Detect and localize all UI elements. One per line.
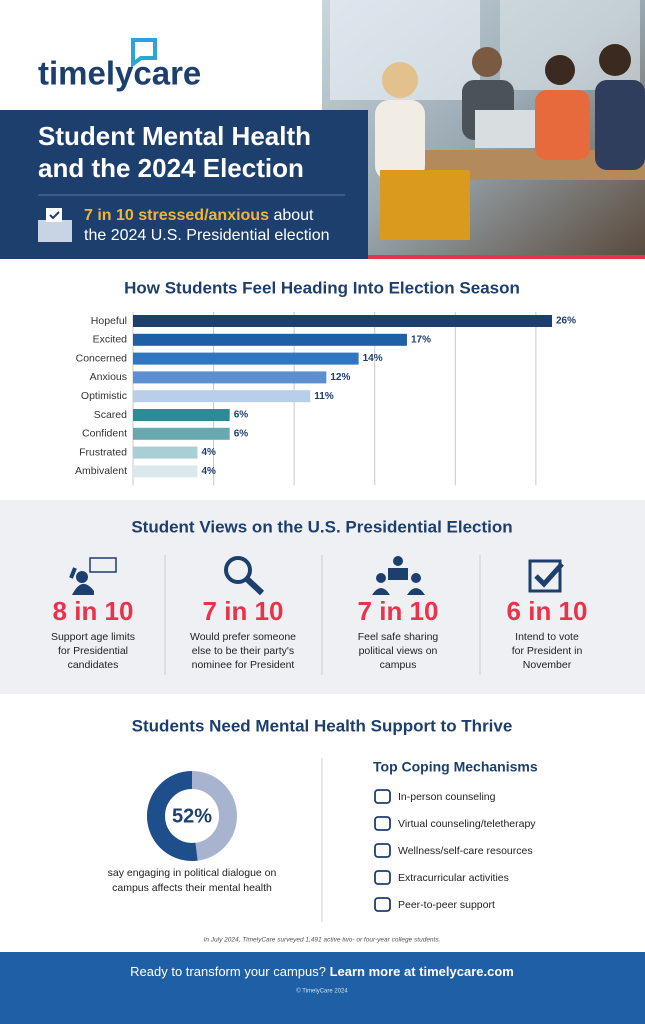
bar-label: Optimistic [81,390,127,402]
bar [133,427,230,440]
title: and the 2024 Election [38,153,304,183]
value-label: 14% [363,353,383,364]
value-label: 12% [330,372,350,383]
views-icons [69,555,564,675]
coping-item: In-person counseling [398,791,496,803]
bar-label: Anxious [90,371,127,383]
bar-label: Hopeful [91,315,127,327]
link[interactable]: Learn more at timelycare.com [330,964,514,979]
bar [133,352,359,365]
view-text: Would prefer someone [190,631,296,643]
view-text: campus [380,659,417,671]
section-title: Students Need Mental Health Support to T… [132,716,513,735]
chart-title: How Students Feel Heading Into Election … [124,278,520,297]
logo-text: timelycare [38,55,201,92]
bar [133,465,198,478]
view-stat: 8 in 10 [53,596,134,626]
views: 8 in 10 Support age limits for Presidentia… [51,596,587,671]
footer [0,952,645,1024]
section-title: Student Views on the U.S. Presidential E… [131,517,512,536]
value-label: 4% [201,447,216,458]
donut-label: 52% [172,805,212,827]
bar-label: Frustrated [79,446,127,458]
bar-label: Ambivalent [75,465,127,477]
view-text: for President in [512,645,583,657]
coping-title: Top Coping Mechanisms [373,759,538,775]
value-label: 6% [234,410,249,421]
coping-item: Peer-to-peer support [398,899,495,911]
bar-chart: Hopeful 26% Excited 17% Concerned 14% Anxious 1… [75,312,576,486]
value-label: 6% [234,428,249,439]
copyright: © TimelyCare 2024 [296,988,348,995]
view-text: for Presidential [58,645,128,657]
value-label: 4% [201,466,216,477]
donut-chart: 52% say engaging in political dialogue on… [108,771,277,894]
donut-caption: campus affects their mental health [112,882,272,894]
ballot-icon [38,208,72,242]
view-text: else to be their party's [192,645,294,657]
view-text: candidates [68,659,119,671]
bar [133,409,230,421]
bar-label: Excited [93,334,128,346]
bar-label: Scared [94,409,127,421]
view-text: Feel safe sharing [358,631,439,643]
coping-item: Virtual counseling/teletherapy [398,818,536,830]
view-text: nominee for President [192,659,295,671]
bar-label: Confident [82,428,127,440]
cta: Ready to transform your campus? Learn mo… [130,964,514,979]
coping-item: Wellness/self-care resources [398,845,533,857]
bar [133,333,407,346]
coping-icon [374,843,391,858]
value-label: 17% [411,334,431,345]
value-label: 26% [556,316,576,327]
coping-icon [374,816,391,831]
coping-icon [374,870,391,885]
title: Student Mental Health [38,121,311,151]
view-text: political views on [359,645,438,657]
coping-icon [374,789,391,804]
footnote: In July 2024, TimelyCare surveyed 1,491 … [204,937,441,944]
logo: timelycare [38,38,201,92]
view-text: November [523,659,572,671]
donut-arc [147,771,198,861]
bar-label: Concerned [76,352,128,364]
stat: the 2024 U.S. Presidential election [84,227,329,244]
bar [133,315,552,327]
coping-list: In-person counseling Virtual counseling/t… [374,789,536,912]
coping-item: Extracurricular activities [398,872,509,884]
bar [133,446,198,459]
bar [133,390,311,403]
donut-caption: say engaging in political dialogue on [108,867,277,879]
view-text: Support age limits [51,631,135,643]
view-stat: 6 in 10 [507,596,588,626]
view-stat: 7 in 10 [203,596,284,626]
photo [322,0,645,259]
stat: 7 in 10 stressed/anxious about [84,207,314,224]
view-text: Intend to vote [515,631,579,643]
bar [133,371,327,384]
value-label: 11% [314,391,334,402]
coping-icon [374,897,391,912]
view-stat: 7 in 10 [358,596,439,626]
